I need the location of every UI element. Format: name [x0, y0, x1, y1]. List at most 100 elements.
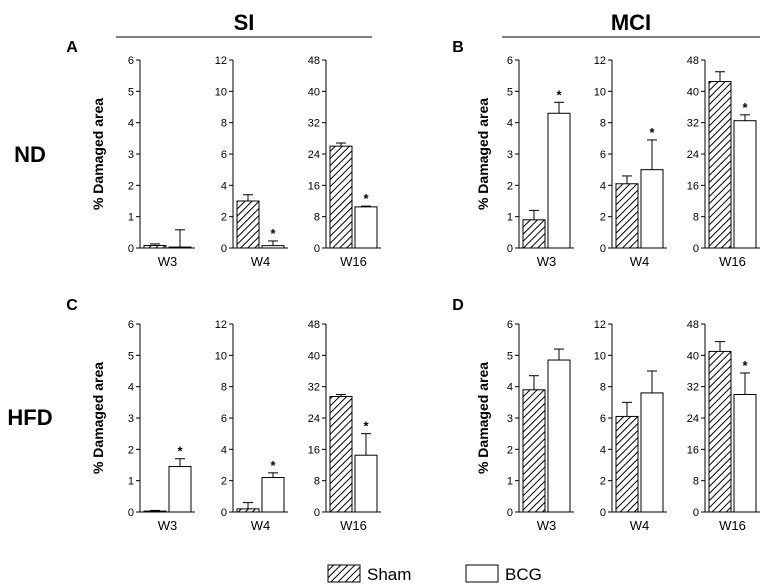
sham-bar-d-w4	[615, 415, 639, 513]
bcg-bar-d-w3	[547, 359, 571, 513]
y-tick-label-a-w4: 12	[215, 55, 227, 67]
x-category-label-b-w4: W4	[630, 254, 650, 269]
y-tick-label-a-w16: 8	[314, 212, 320, 224]
sham-bar-c-w16	[329, 395, 353, 513]
significance-asterisk-b-w3: *	[556, 87, 562, 102]
y-tick-label-b-w3: 1	[507, 212, 513, 224]
y-tick-label-b-w4: 4	[600, 180, 606, 192]
bcg-bar-d-w4	[640, 392, 664, 513]
y-tick-label-d-w4: 8	[600, 382, 606, 394]
x-category-label-d-w3: W3	[537, 518, 557, 533]
y-tick-label-c-w16: 32	[308, 382, 320, 394]
y-tick-label-c-w16: 40	[308, 350, 320, 362]
y-tick-label-b-w16: 32	[687, 118, 699, 130]
legend: Sham BCG	[327, 564, 542, 584]
y-tick-label-a-w3: 2	[128, 180, 134, 192]
y-tick-label-c-w3: 6	[128, 319, 134, 331]
y-tick-label-d-w16: 40	[687, 350, 699, 362]
y-tick-label-a-w16: 48	[308, 55, 320, 67]
y-tick-label-d-w16: 48	[687, 319, 699, 331]
x-category-label-d-w4: W4	[630, 518, 650, 533]
sham-bar-b-w4	[615, 183, 639, 249]
y-tick-label-b-w4: 6	[600, 149, 606, 161]
bcg-bar-c-w4	[261, 477, 285, 513]
y-tick-label-a-w3: 6	[128, 55, 134, 67]
y-tick-label-c-w3: 1	[128, 476, 134, 488]
x-category-label-a-w4: W4	[251, 254, 271, 269]
y-tick-label-d-w3: 2	[507, 444, 513, 456]
bcg-bar-c-w3	[168, 466, 192, 513]
x-category-label-c-w16: W16	[340, 518, 367, 533]
sham-bar-d-w3	[522, 389, 546, 513]
sham-bar-d-w16	[708, 350, 732, 513]
y-tick-label-a-w4: 8	[221, 118, 227, 130]
y-tick-label-a-w4: 2	[221, 212, 227, 224]
x-category-label-a-w3: W3	[158, 254, 178, 269]
sham-bar-a-w16	[329, 145, 353, 249]
y-tick-label-c-w4: 6	[221, 413, 227, 425]
legend-swatch-sham	[327, 564, 361, 583]
significance-asterisk-b-w4: *	[649, 125, 655, 140]
legend-label-sham: Sham	[367, 565, 411, 584]
y-tick-label-d-w3: 4	[507, 382, 513, 394]
significance-asterisk-b-w16: *	[742, 100, 748, 115]
y-tick-label-a-w16: 24	[308, 149, 320, 161]
y-axis-label-b: % Damaged area	[475, 98, 491, 210]
y-tick-label-c-w4: 8	[221, 382, 227, 394]
y-axis-label-c: % Damaged area	[90, 362, 106, 474]
panel-letter-b: B	[452, 39, 464, 56]
bcg-bar-a-w4	[261, 245, 285, 249]
significance-asterisk-c-w16: *	[363, 419, 369, 434]
panel-letter-d: D	[452, 297, 464, 314]
y-tick-label-b-w4: 10	[594, 86, 606, 98]
bcg-bar-a-w3	[168, 246, 192, 249]
panels: A% Damaged area0123456W3024681012*W40816…	[66, 39, 760, 533]
y-tick-label-b-w4: 2	[600, 212, 606, 224]
bcg-bar-b-w4	[640, 169, 664, 249]
y-tick-label-b-w3: 3	[507, 149, 513, 161]
bcg-bar-b-w16	[733, 120, 757, 249]
y-tick-label-b-w4: 12	[594, 55, 606, 67]
y-tick-label-d-w16: 0	[693, 507, 699, 519]
y-tick-label-b-w16: 16	[687, 180, 699, 192]
y-tick-label-c-w16: 48	[308, 319, 320, 331]
y-tick-label-d-w4: 10	[594, 350, 606, 362]
y-tick-label-d-w4: 2	[600, 476, 606, 488]
sham-bar-b-w3	[522, 219, 546, 249]
y-tick-label-b-w3: 4	[507, 118, 513, 130]
y-tick-label-a-w16: 32	[308, 118, 320, 130]
y-tick-label-d-w4: 12	[594, 319, 606, 331]
y-tick-label-d-w4: 0	[600, 507, 606, 519]
y-tick-label-d-w16: 24	[687, 413, 699, 425]
panel-letter-c: C	[66, 297, 78, 314]
legend-swatch-bcg	[465, 564, 499, 583]
y-tick-label-b-w3: 6	[507, 55, 513, 67]
x-category-label-c-w4: W4	[251, 518, 271, 533]
sham-bar-b-w16	[708, 81, 732, 249]
y-tick-label-b-w3: 2	[507, 180, 513, 192]
bcg-bar-b-w3	[547, 112, 571, 249]
y-tick-label-c-w3: 2	[128, 444, 134, 456]
sham-bar-c-w3	[143, 510, 167, 513]
y-tick-label-d-w16: 16	[687, 444, 699, 456]
y-tick-label-c-w3: 0	[128, 507, 134, 519]
y-tick-label-a-w3: 3	[128, 149, 134, 161]
y-tick-label-b-w16: 40	[687, 86, 699, 98]
row-label-hfd: HFD	[7, 405, 52, 430]
y-tick-label-c-w3: 5	[128, 350, 134, 362]
y-tick-label-c-w4: 0	[221, 507, 227, 519]
y-tick-label-a-w3: 5	[128, 86, 134, 98]
y-tick-label-b-w16: 24	[687, 149, 699, 161]
x-category-label-c-w3: W3	[158, 518, 178, 533]
x-category-label-a-w16: W16	[340, 254, 367, 269]
x-category-label-d-w16: W16	[719, 518, 746, 533]
x-category-label-b-w16: W16	[719, 254, 746, 269]
y-tick-label-b-w4: 8	[600, 118, 606, 130]
y-tick-label-b-w3: 0	[507, 243, 513, 255]
significance-asterisk-a-w16: *	[363, 191, 369, 206]
y-tick-label-d-w16: 8	[693, 476, 699, 488]
y-tick-label-a-w4: 6	[221, 149, 227, 161]
row-label-nd: ND	[14, 142, 46, 167]
y-axis-label-a: % Damaged area	[90, 98, 106, 210]
